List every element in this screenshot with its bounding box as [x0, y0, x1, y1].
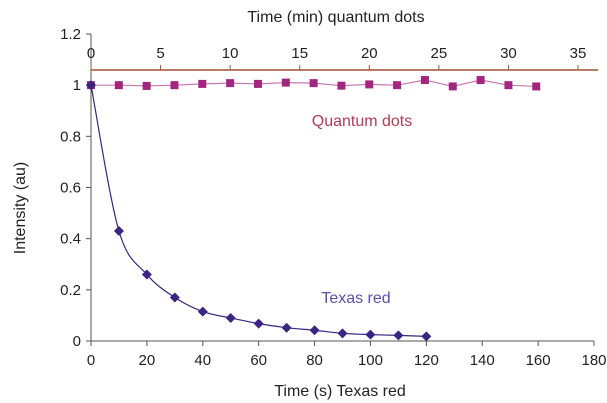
- data-point-quantum-dots: [532, 82, 541, 91]
- x-bottom-tick-label: 120: [414, 352, 439, 369]
- data-point-quantum-dots: [309, 79, 318, 88]
- x-top-tick-label: 25: [431, 45, 448, 62]
- data-point-texas-red: [281, 322, 292, 333]
- series-label-texas-red: Texas red: [321, 290, 390, 307]
- series-label-quantum-dots: Quantum dots: [312, 113, 413, 130]
- data-point-quantum-dots: [476, 76, 485, 85]
- x-axis-top-title: Time (min) quantum dots: [247, 9, 424, 26]
- data-point-texas-red: [141, 269, 152, 280]
- y-tick-label: 0.6: [60, 180, 81, 197]
- x-top-tick-label: 5: [156, 45, 164, 62]
- data-point-texas-red: [253, 318, 264, 329]
- data-point-texas-red: [393, 330, 404, 341]
- data-point-texas-red: [421, 331, 432, 342]
- x-bottom-tick-label: 180: [581, 352, 606, 369]
- data-point-quantum-dots: [504, 81, 513, 90]
- data-point-texas-red: [337, 328, 348, 339]
- data-point-quantum-dots: [142, 81, 151, 90]
- data-point-texas-red: [197, 306, 208, 317]
- data-point-quantum-dots: [365, 80, 374, 89]
- x-bottom-tick-label: 140: [470, 352, 495, 369]
- data-point-quantum-dots: [198, 79, 207, 88]
- x-bottom-ticks: 0 20 40 60 80 100 120 140 160 180: [87, 341, 607, 369]
- data-point-quantum-dots: [226, 79, 235, 88]
- x-top-tick-label: 35: [570, 45, 587, 62]
- x-top-ticks: 0 5 10 15 20 25 30 35: [87, 45, 587, 70]
- y-ticks: 0 0.2 0.4 0.6 0.8 1 1.2: [60, 26, 91, 350]
- x-top-tick-label: 30: [500, 45, 517, 62]
- x-bottom-tick-label: 60: [250, 352, 267, 369]
- x-bottom-tick-label: 80: [306, 352, 323, 369]
- x-bottom-tick-label: 100: [358, 352, 383, 369]
- x-bottom-tick-label: 20: [139, 352, 156, 369]
- x-bottom-tick-label: 0: [87, 352, 95, 369]
- x-top-tick-label: 10: [222, 45, 239, 62]
- data-point-quantum-dots: [281, 78, 290, 87]
- y-tick-label: 1: [73, 77, 81, 94]
- x-bottom-tick-label: 40: [194, 352, 211, 369]
- data-point-quantum-dots: [393, 81, 402, 90]
- y-tick-label: 0.8: [60, 128, 81, 145]
- x-axis-bottom-title: Time (s) Texas red: [274, 383, 406, 400]
- data-point-texas-red: [309, 325, 320, 336]
- x-top-tick-label: 15: [291, 45, 308, 62]
- data-point-texas-red: [169, 292, 180, 303]
- data-point-quantum-dots: [337, 81, 346, 90]
- data-point-quantum-dots: [420, 76, 429, 85]
- data-point-quantum-dots: [253, 79, 262, 88]
- x-top-tick-label: 0: [87, 45, 95, 62]
- data-point-texas-red: [86, 80, 96, 91]
- y-axis-title: Intensity (au): [12, 162, 29, 254]
- series-layer: [86, 76, 541, 342]
- y-tick-label: 1.2: [60, 26, 81, 43]
- data-point-quantum-dots: [448, 82, 457, 91]
- x-bottom-tick-label: 160: [526, 352, 551, 369]
- y-tick-label: 0.4: [60, 231, 81, 248]
- data-point-texas-red: [113, 225, 124, 236]
- data-point-quantum-dots: [114, 81, 123, 90]
- data-point-texas-red: [225, 312, 236, 323]
- x-top-tick-label: 20: [361, 45, 378, 62]
- data-point-quantum-dots: [170, 81, 179, 90]
- y-tick-label: 0: [73, 333, 81, 350]
- y-tick-label: 0.2: [60, 282, 81, 299]
- data-point-texas-red: [365, 329, 376, 340]
